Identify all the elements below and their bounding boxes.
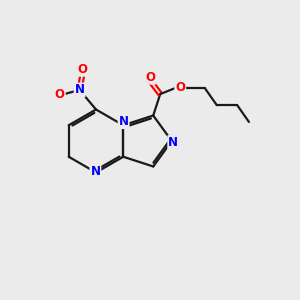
Text: O: O bbox=[78, 63, 88, 76]
Text: O: O bbox=[145, 71, 155, 84]
Text: N: N bbox=[75, 83, 85, 97]
Text: O: O bbox=[175, 81, 185, 94]
Text: O: O bbox=[55, 88, 65, 101]
Text: N: N bbox=[90, 165, 100, 178]
Text: N: N bbox=[168, 136, 178, 149]
Text: N: N bbox=[118, 115, 129, 128]
